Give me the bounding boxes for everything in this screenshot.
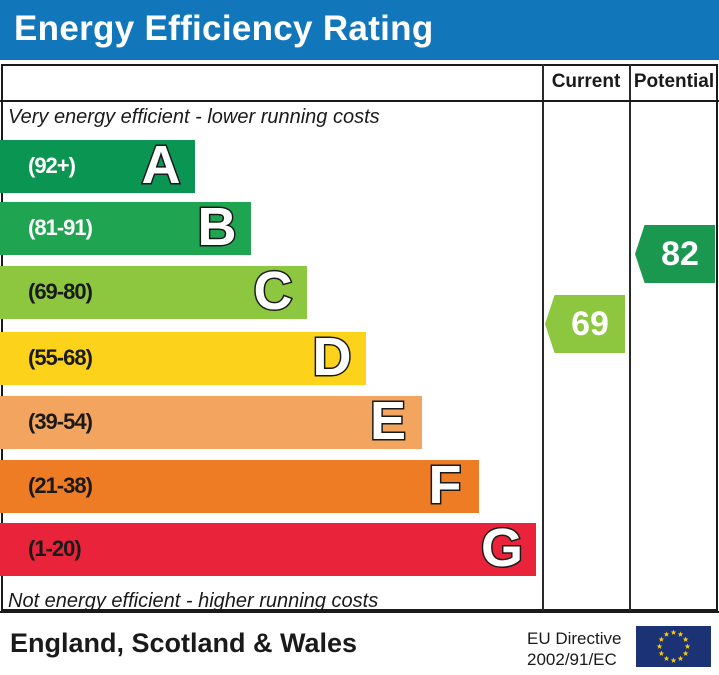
svg-text:B: B bbox=[198, 197, 237, 257]
svg-text:G: G bbox=[481, 518, 523, 578]
svg-text:E: E bbox=[370, 391, 406, 451]
svg-text:F: F bbox=[429, 455, 462, 515]
svg-text:A: A bbox=[142, 135, 181, 195]
svg-text:C: C bbox=[254, 261, 293, 321]
svg-text:D: D bbox=[313, 327, 352, 387]
